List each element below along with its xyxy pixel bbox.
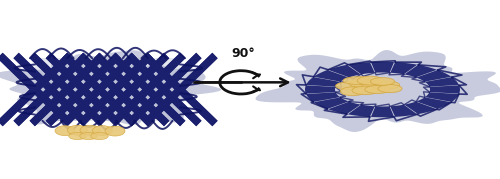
Ellipse shape [340, 87, 364, 96]
Ellipse shape [362, 80, 388, 88]
Ellipse shape [370, 78, 394, 85]
Polygon shape [256, 50, 500, 132]
Ellipse shape [80, 125, 100, 135]
Polygon shape [314, 70, 348, 82]
Ellipse shape [343, 77, 372, 84]
Polygon shape [328, 102, 360, 114]
Ellipse shape [92, 126, 112, 136]
Polygon shape [371, 106, 394, 117]
Polygon shape [404, 65, 437, 77]
Polygon shape [306, 92, 340, 102]
Ellipse shape [352, 86, 378, 95]
Polygon shape [0, 50, 222, 125]
Ellipse shape [349, 79, 376, 88]
Ellipse shape [365, 86, 390, 93]
Ellipse shape [376, 81, 400, 89]
Polygon shape [430, 85, 460, 94]
Polygon shape [371, 62, 394, 73]
Ellipse shape [91, 132, 108, 140]
Polygon shape [328, 65, 360, 77]
Polygon shape [348, 105, 374, 117]
Text: 90°: 90° [232, 47, 256, 60]
Polygon shape [390, 62, 417, 74]
Ellipse shape [105, 126, 125, 136]
Ellipse shape [69, 132, 86, 140]
Polygon shape [314, 97, 348, 109]
Polygon shape [416, 97, 452, 109]
Polygon shape [390, 105, 417, 117]
Ellipse shape [378, 85, 402, 93]
Ellipse shape [68, 125, 87, 135]
Polygon shape [306, 77, 340, 87]
Polygon shape [425, 92, 459, 102]
Polygon shape [404, 102, 437, 114]
Polygon shape [348, 62, 374, 74]
Ellipse shape [80, 132, 97, 140]
Ellipse shape [357, 76, 383, 85]
Ellipse shape [55, 126, 75, 136]
Polygon shape [425, 77, 459, 87]
Polygon shape [305, 85, 336, 94]
Polygon shape [35, 58, 180, 121]
Polygon shape [416, 70, 452, 82]
Ellipse shape [336, 82, 364, 90]
